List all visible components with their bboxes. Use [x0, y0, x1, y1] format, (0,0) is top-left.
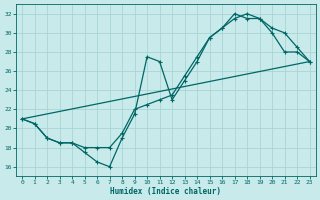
X-axis label: Humidex (Indice chaleur): Humidex (Indice chaleur): [110, 187, 221, 196]
